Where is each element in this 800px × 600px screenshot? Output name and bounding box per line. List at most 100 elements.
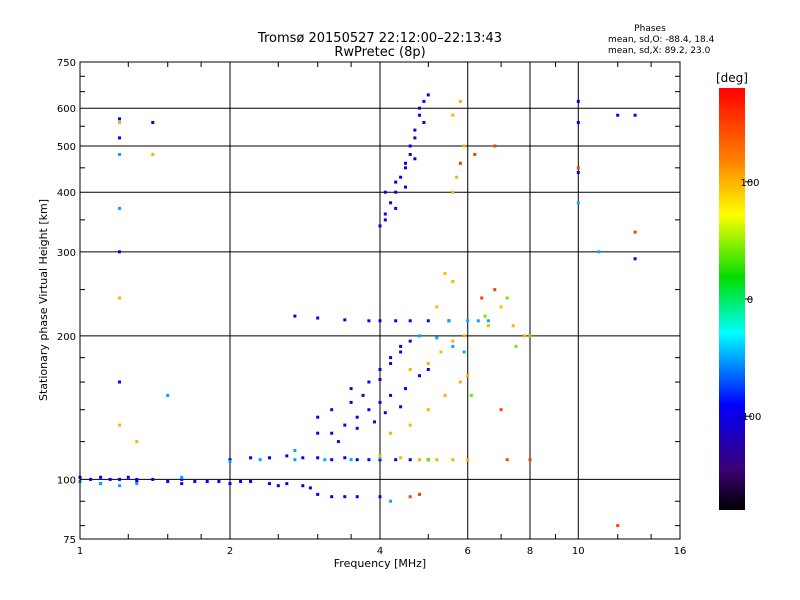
data-point bbox=[228, 482, 232, 486]
data-point bbox=[435, 305, 439, 309]
data-point bbox=[413, 157, 417, 161]
data-point bbox=[166, 393, 170, 397]
data-point bbox=[383, 190, 387, 194]
data-point bbox=[330, 495, 334, 499]
data-point bbox=[99, 482, 103, 486]
data-point bbox=[462, 334, 466, 338]
data-point bbox=[523, 334, 526, 338]
data-point bbox=[394, 458, 398, 462]
data-point bbox=[367, 458, 371, 462]
data-point bbox=[193, 480, 197, 483]
data-point bbox=[483, 314, 487, 318]
data-point bbox=[408, 495, 412, 499]
data-point bbox=[466, 319, 470, 323]
data-point bbox=[394, 319, 398, 323]
data-point bbox=[426, 362, 430, 365]
data-point bbox=[511, 324, 515, 328]
data-point bbox=[408, 458, 412, 462]
data-point bbox=[447, 319, 451, 323]
data-point bbox=[528, 334, 532, 338]
data-point bbox=[455, 175, 459, 179]
data-point bbox=[413, 136, 417, 140]
x-tick-label: 4 bbox=[377, 546, 383, 557]
data-point bbox=[378, 400, 382, 404]
data-point bbox=[228, 458, 232, 462]
data-point bbox=[633, 257, 637, 261]
data-point bbox=[439, 350, 443, 354]
data-point bbox=[135, 482, 139, 486]
data-point bbox=[426, 408, 430, 412]
data-point bbox=[418, 113, 421, 117]
data-point bbox=[514, 344, 518, 348]
data-point bbox=[343, 423, 347, 427]
data-point bbox=[616, 113, 620, 117]
data-point bbox=[293, 458, 297, 462]
data-point bbox=[486, 319, 490, 323]
data-point bbox=[355, 458, 359, 462]
data-point bbox=[118, 250, 121, 254]
data-point bbox=[180, 482, 184, 486]
data-point bbox=[118, 296, 121, 300]
data-point bbox=[118, 153, 121, 156]
colorbar bbox=[719, 88, 745, 510]
data-point bbox=[576, 121, 580, 124]
data-point bbox=[451, 113, 455, 117]
data-point bbox=[180, 475, 184, 479]
data-point bbox=[89, 477, 93, 481]
phase-stats-title: Phases bbox=[634, 24, 666, 34]
data-point bbox=[293, 449, 297, 452]
data-point bbox=[373, 420, 376, 424]
data-point bbox=[616, 524, 620, 528]
data-point bbox=[316, 431, 320, 435]
y-tick-label: 300 bbox=[57, 248, 76, 259]
colorbar-tick-label: 0 bbox=[747, 295, 753, 306]
data-point bbox=[349, 387, 353, 391]
data-point bbox=[426, 368, 430, 371]
plot-frame bbox=[79, 61, 681, 540]
data-point bbox=[301, 484, 305, 488]
data-point bbox=[435, 458, 439, 462]
data-point bbox=[126, 475, 130, 479]
data-point bbox=[462, 350, 466, 354]
data-point bbox=[399, 456, 403, 460]
x-tick-label: 6 bbox=[465, 546, 471, 557]
data-point bbox=[355, 426, 359, 430]
data-point bbox=[316, 316, 320, 320]
data-point bbox=[493, 288, 497, 292]
x-axis-label: Frequency [MHz] bbox=[334, 557, 426, 570]
data-point bbox=[151, 153, 155, 156]
y-axis-label: Stationary phase Virtual Height [km] bbox=[37, 199, 50, 401]
data-point bbox=[367, 380, 371, 384]
data-point bbox=[399, 175, 403, 179]
data-point bbox=[383, 218, 387, 222]
data-point bbox=[399, 405, 403, 409]
data-point bbox=[505, 296, 509, 300]
data-point bbox=[389, 362, 393, 365]
data-point bbox=[394, 180, 398, 184]
data-point bbox=[404, 387, 407, 391]
y-tick-label: 400 bbox=[57, 188, 76, 199]
data-point bbox=[389, 356, 393, 360]
data-point bbox=[349, 400, 353, 404]
axis-ticks: 1 2 4 6 8 10 16 75 100 200 300 400 500 600 750 bbox=[57, 58, 686, 557]
data-point bbox=[418, 458, 421, 462]
x-tick-label: 2 bbox=[227, 546, 233, 557]
data-point bbox=[268, 456, 271, 460]
data-point bbox=[404, 161, 407, 165]
data-point bbox=[394, 190, 398, 194]
data-point bbox=[451, 190, 455, 194]
data-point bbox=[323, 458, 327, 462]
data-point bbox=[404, 166, 407, 170]
data-point bbox=[451, 458, 455, 462]
phase-stats-x: mean, sd,X: 89.2, 23.0 bbox=[608, 46, 711, 56]
data-point bbox=[316, 415, 320, 419]
chart-title: Tromsø 20150527 22:12:00–22:13:43 bbox=[257, 31, 502, 46]
data-point bbox=[486, 324, 490, 328]
data-point bbox=[499, 305, 503, 309]
data-point bbox=[413, 128, 417, 132]
data-point bbox=[355, 495, 359, 499]
data-point bbox=[473, 153, 477, 156]
data-point bbox=[285, 482, 289, 486]
data-point bbox=[408, 153, 412, 156]
data-point bbox=[458, 99, 462, 103]
